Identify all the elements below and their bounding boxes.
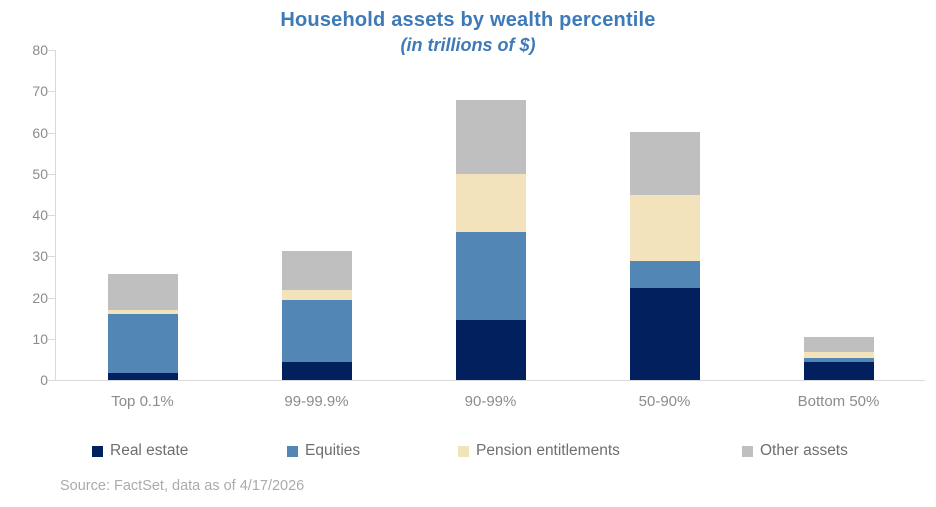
- legend-item-real-estate: Real estate: [92, 442, 188, 460]
- bar-segment-other-assets: [455, 99, 526, 174]
- bar-segment-equities: [107, 314, 178, 373]
- y-axis-tick-mark: [48, 215, 55, 216]
- bar-segment-other-assets: [107, 273, 178, 310]
- y-axis-tick-mark: [48, 91, 55, 93]
- legend-label: Real estate: [110, 442, 189, 459]
- chart-subtitle: (in trillions of $): [400, 35, 536, 55]
- y-axis-tick-mark: [48, 338, 55, 340]
- y-axis-tick-label: 30: [32, 248, 48, 265]
- legend-label: Other assets: [760, 442, 848, 459]
- bar-90-99-: [455, 99, 526, 380]
- legend-swatch-icon: [742, 445, 753, 457]
- source-note: Source: FactSet, data as of 4/17/2026: [60, 478, 305, 494]
- bar-segment-pension-entitlements: [107, 309, 178, 314]
- bar-segment-equities: [455, 231, 526, 321]
- legend-swatch-icon: [458, 445, 469, 457]
- y-axis-tick-label: 0: [40, 372, 48, 388]
- chart-title: Household assets by wealth percentile: [280, 9, 656, 31]
- plot-area: [55, 50, 925, 381]
- bar-top-0-1-: [107, 273, 178, 380]
- bar-segment-other-assets: [281, 250, 352, 291]
- legend-item-other-assets: Other assets: [742, 442, 848, 460]
- x-axis-tick-label: 50-90%: [638, 393, 691, 410]
- bar-segment-real-estate: [803, 361, 874, 380]
- bar-segment-real-estate: [455, 320, 526, 380]
- y-axis-tick-mark: [48, 256, 55, 258]
- y-axis-tick-label: 10: [32, 330, 48, 347]
- y-axis-tick-label: 20: [32, 289, 48, 306]
- bar-bottom-50-: [803, 336, 874, 380]
- bar-segment-pension-entitlements: [629, 194, 700, 261]
- bar-segment-equities: [629, 260, 700, 288]
- x-axis-tick-label: 99-99.9%: [284, 393, 349, 410]
- x-axis-tick-label: Top 0.1%: [111, 393, 174, 410]
- bar-segment-equities: [803, 357, 874, 362]
- y-axis-tick-mark: [48, 50, 55, 51]
- y-axis-tick-mark: [48, 173, 55, 175]
- legend-swatch-icon: [92, 445, 103, 457]
- bar-99-99-9-: [281, 250, 352, 380]
- y-axis-tick-label: 70: [32, 83, 48, 100]
- legend-item-equities: Equities: [287, 442, 360, 460]
- legend-item-pension-entitlements: Pension entitlements: [458, 442, 620, 460]
- x-axis-tick-label: Bottom 50%: [797, 393, 880, 410]
- bar-segment-pension-entitlements: [281, 290, 352, 300]
- bar-segment-pension-entitlements: [803, 351, 874, 358]
- bar-segment-other-assets: [803, 336, 874, 352]
- x-axis-tick-label: 90-99%: [464, 393, 517, 410]
- y-axis-tick-label: 50: [32, 165, 48, 182]
- bar-segment-equities: [281, 299, 352, 363]
- y-axis-tick-label: 80: [32, 42, 48, 58]
- bar-segment-real-estate: [107, 372, 178, 380]
- y-axis-tick-mark: [48, 380, 55, 381]
- legend-label: Pension entitlements: [476, 442, 620, 459]
- y-axis-tick-label: 40: [32, 207, 48, 223]
- y-axis-tick-mark: [48, 132, 55, 134]
- bar-50-90-: [629, 131, 700, 380]
- legend-swatch-icon: [287, 445, 298, 457]
- legend-label: Equities: [305, 442, 361, 459]
- bar-segment-pension-entitlements: [455, 173, 526, 232]
- bar-segment-real-estate: [629, 287, 700, 380]
- bar-segment-other-assets: [629, 131, 700, 195]
- bar-segment-real-estate: [281, 362, 352, 380]
- y-axis-tick-mark: [48, 297, 55, 299]
- y-axis-tick-label: 60: [32, 124, 48, 141]
